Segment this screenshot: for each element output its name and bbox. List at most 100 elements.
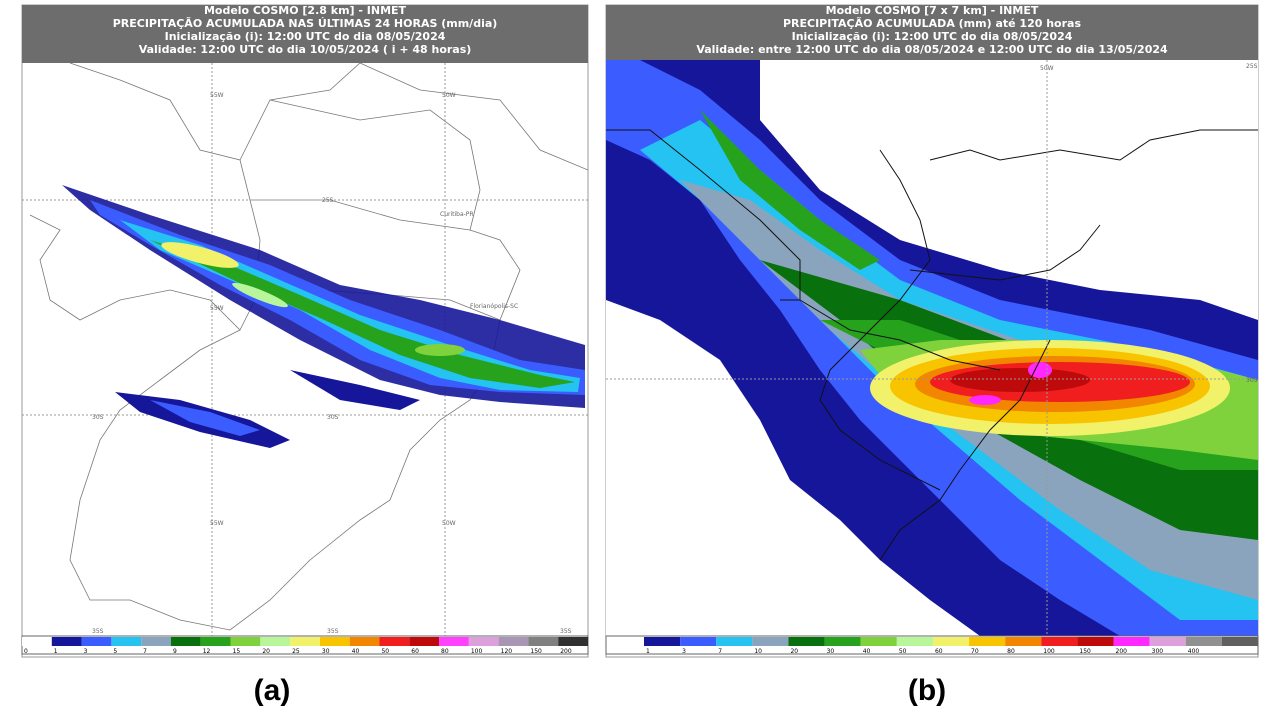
colorbar-swatch xyxy=(716,637,753,646)
header-line: Inicialização (i): 12:00 UTC do dia 08/0… xyxy=(792,30,1073,43)
colorbar-swatch xyxy=(644,637,681,646)
colorbar-swatch xyxy=(752,637,789,646)
header-line: PRECIPITAÇÃO ACUMULADA (mm) até 120 hora… xyxy=(783,17,1081,30)
colorbar-label: 100 xyxy=(1043,648,1055,655)
colorbar-label: 50 xyxy=(899,648,907,655)
colorbar-label: 10 xyxy=(754,648,762,655)
colorbar-swatch xyxy=(349,637,380,646)
colorbar-label: 400 xyxy=(1188,648,1200,655)
caption: (b) xyxy=(908,674,946,707)
colorbar-label: 60 xyxy=(935,648,943,655)
colorbar-label: 7 xyxy=(143,648,147,655)
colorbar-swatch xyxy=(558,637,588,646)
colorbar-swatch xyxy=(230,637,261,646)
header-line: Validade: entre 12:00 UTC do dia 08/05/2… xyxy=(696,43,1168,56)
panel-b xyxy=(605,4,1259,658)
colorbar-label: 3 xyxy=(682,648,686,655)
colorbar-label: 15 xyxy=(233,648,241,655)
colorbar-label: 25 xyxy=(292,648,300,655)
colorbar-label: 1 xyxy=(54,648,58,655)
colorbar-label: 80 xyxy=(441,648,449,655)
colorbar-label: 40 xyxy=(352,648,360,655)
colorbar-swatch xyxy=(932,637,970,646)
colorbar-swatch xyxy=(409,637,440,646)
header-line: Modelo COSMO [2.8 km] - INMET xyxy=(204,4,407,17)
colorbar-swatch xyxy=(860,637,897,646)
colorbar-label: 120 xyxy=(501,648,513,655)
colorbar-label: 70 xyxy=(971,648,979,655)
map-label: 25S xyxy=(322,197,334,204)
colorbar-label: 200 xyxy=(1116,648,1128,655)
colorbar-swatch xyxy=(528,637,559,646)
map-label: Florianópolis-SC xyxy=(470,303,518,310)
colorbar-swatch xyxy=(1149,637,1186,646)
colorbar-swatch xyxy=(969,637,1006,646)
header-line: Inicialização (i): 12:00 UTC do dia 08/0… xyxy=(165,30,446,43)
colorbar-swatch xyxy=(51,637,82,646)
header-line: Modelo COSMO [7 x 7 km] - INMET xyxy=(826,4,1039,17)
colorbar-label: 30 xyxy=(322,648,330,655)
colorbar-label: 150 xyxy=(530,648,542,655)
colorbar-label: 7 xyxy=(718,648,722,655)
colorbar-swatch xyxy=(200,637,231,646)
colorbar-label: 20 xyxy=(262,648,270,655)
colorbar-swatch xyxy=(439,637,469,646)
colorbar-label: 3 xyxy=(84,648,88,655)
colorbar-label: 200 xyxy=(560,648,572,655)
colorbar-swatch xyxy=(1077,637,1114,646)
map-label: 30S xyxy=(1246,377,1258,384)
panel-a xyxy=(21,4,589,658)
map-label: Curitiba-PR xyxy=(440,211,474,218)
colorbar-swatch xyxy=(170,637,201,646)
colorbar-swatch xyxy=(290,637,320,646)
map-label: 35S xyxy=(327,628,339,635)
colorbar-label: 50 xyxy=(381,648,389,655)
colorbar-label: 20 xyxy=(790,648,798,655)
colorbar-swatch xyxy=(111,637,142,646)
colorbar-swatch xyxy=(319,637,350,646)
caption: (a) xyxy=(254,674,291,707)
map-label: 55W xyxy=(210,305,224,312)
colorbar-swatch xyxy=(498,637,529,646)
map-label: 35S xyxy=(560,628,572,635)
colorbar-swatch xyxy=(260,637,291,646)
colorbar-swatch xyxy=(81,637,112,646)
colorbar-swatch xyxy=(22,637,52,646)
colorbar-label: 100 xyxy=(471,648,483,655)
colorbar-label: 80 xyxy=(1007,648,1015,655)
map-label: 30S xyxy=(92,414,104,421)
colorbar-label: 5 xyxy=(113,648,117,655)
colorbar-swatch xyxy=(896,637,933,646)
header-box xyxy=(22,5,588,63)
colorbar-swatch xyxy=(468,637,499,646)
colorbar-swatch xyxy=(1113,637,1150,646)
map-label: 35S xyxy=(92,628,104,635)
colorbar-label: 9 xyxy=(173,648,177,655)
colorbar-label: 40 xyxy=(863,648,871,655)
colorbar-swatch xyxy=(1041,637,1078,646)
map-label: 25S xyxy=(1246,63,1258,70)
header-line: PRECIPITAÇÃO ACUMULADA NAS ÚLTIMAS 24 HO… xyxy=(113,17,498,30)
colorbar-swatch xyxy=(788,637,825,646)
colorbar-swatch xyxy=(379,637,410,646)
map xyxy=(606,60,1258,636)
colorbar-label: 30 xyxy=(827,648,835,655)
map-label: 50W xyxy=(442,520,456,527)
colorbar-label: 150 xyxy=(1079,648,1091,655)
colorbar-label: 300 xyxy=(1152,648,1164,655)
colorbar-swatch xyxy=(1185,637,1222,646)
colorbar-swatch xyxy=(680,637,717,646)
map-label: 55W xyxy=(210,92,224,99)
colorbar-label: 60 xyxy=(411,648,419,655)
map xyxy=(22,63,588,636)
colorbar-label: 1 xyxy=(646,648,650,655)
map-label: 30S xyxy=(327,414,339,421)
colorbar-swatch xyxy=(824,637,861,646)
colorbar-swatch xyxy=(1221,637,1258,646)
colorbar-swatch xyxy=(1005,637,1042,646)
colorbar-swatch xyxy=(141,637,171,646)
map-label: 55W xyxy=(210,520,224,527)
colorbar-label: 12 xyxy=(203,648,211,655)
colorbar-label: 0 xyxy=(24,648,28,655)
